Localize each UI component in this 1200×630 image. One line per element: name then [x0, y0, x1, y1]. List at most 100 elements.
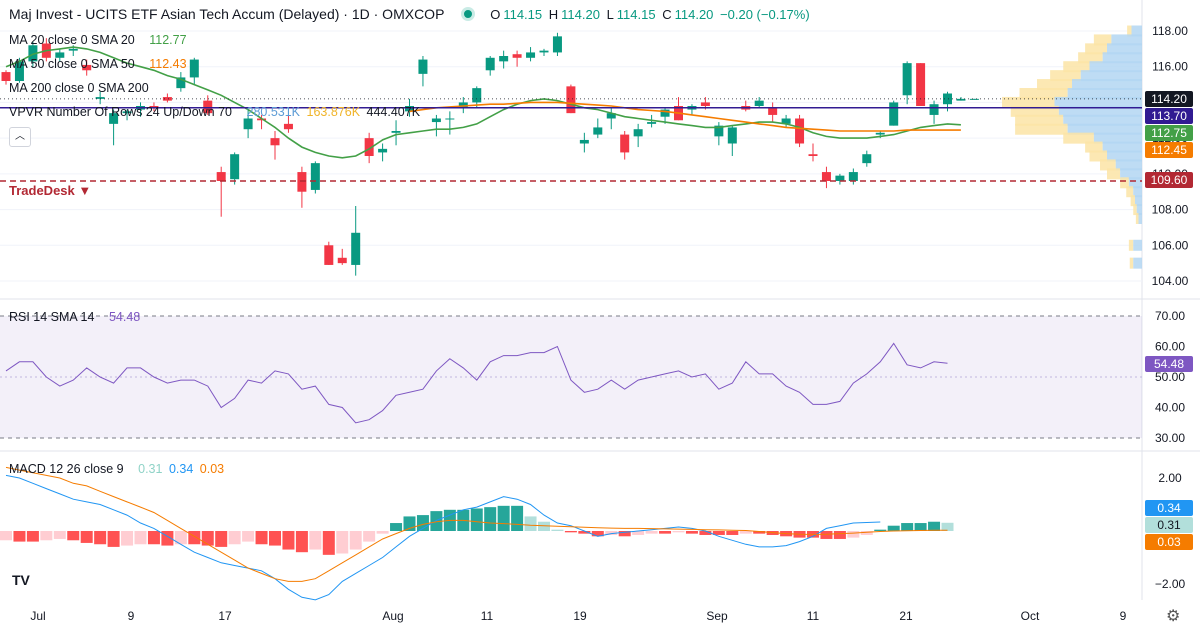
price-tick-label: 118.00	[1152, 24, 1188, 38]
vpvr-up-bar	[1054, 96, 1142, 108]
macd-histogram-bar	[67, 531, 80, 541]
vpvr-up-bar	[1067, 88, 1142, 99]
candle-body	[337, 257, 347, 264]
macd-histogram-bar	[13, 531, 26, 542]
ma200-legend[interactable]: MA 200 close 0 SMA 200	[9, 81, 152, 95]
candle-body	[795, 118, 805, 144]
candle-body	[109, 113, 119, 124]
macd-histogram-bar	[699, 531, 712, 535]
vpvr-down-bar	[1128, 239, 1134, 251]
time-axis-label: 11	[481, 609, 494, 623]
vpvr-legend[interactable]: VPVR Number Of Rows 24 Up/Down 70 280.53…	[9, 105, 423, 119]
macd-histogram-bar	[632, 531, 645, 535]
candle-body	[700, 102, 710, 106]
macd-histogram-bar	[201, 531, 214, 546]
macd-histogram-bar	[322, 531, 335, 555]
vpvr-up-bar	[1111, 34, 1142, 46]
vpvr-down-bar	[1015, 114, 1064, 126]
candle-body	[310, 163, 320, 190]
time-axis-label: 17	[218, 609, 232, 623]
rsi-tick-label: 30.00	[1155, 431, 1185, 445]
vpvr-up-value: 280.531K	[246, 105, 301, 119]
candle-body	[660, 109, 670, 117]
rsi-tick-label: 60.00	[1155, 340, 1185, 354]
macd-histogram-bar	[228, 531, 241, 545]
time-axis-label: 9	[128, 609, 135, 623]
ma50-price-tag: 112.45	[1145, 142, 1193, 158]
candle-body	[943, 93, 952, 105]
macd-histogram-bar	[309, 531, 322, 550]
macd-histogram-bar	[282, 531, 295, 550]
candle-body	[539, 50, 549, 53]
vpvr-up-bar	[1089, 61, 1142, 73]
low-label: L	[606, 7, 614, 22]
vpvr-down-bar	[1019, 88, 1068, 99]
macd-histogram-bar	[511, 505, 524, 531]
macd-line	[5, 474, 881, 601]
vpvr-up-bar	[1067, 123, 1142, 135]
tradedesk-label[interactable]: TradeDesk ▼	[9, 183, 92, 198]
macd-histogram-bar	[295, 531, 308, 553]
vpvr-up-bar	[1107, 150, 1142, 162]
vpvr-down-bar	[1130, 195, 1135, 207]
price-tick-label: 116.00	[1152, 60, 1188, 74]
vpvr-up-bar	[1135, 195, 1142, 207]
price-tick-label: 108.00	[1152, 203, 1189, 217]
macd-histogram-bar	[753, 531, 766, 534]
macd-histogram-bar	[336, 531, 349, 554]
vpvr-up-bar	[1138, 213, 1142, 224]
candle-body	[472, 88, 482, 103]
vpvr-down-bar	[1050, 70, 1081, 82]
macd-hist-value: 0.31	[138, 462, 163, 476]
vpvr-up-bar	[1102, 141, 1142, 153]
macd-histogram-bar	[269, 531, 281, 546]
gear-icon[interactable]: ⚙	[1166, 608, 1181, 625]
level-price-tag: 113.70	[1145, 108, 1193, 124]
candle-body	[647, 122, 657, 124]
rsi-legend[interactable]: RSI 14 SMA 14 54.48	[9, 310, 143, 324]
time-axis-label: 9	[1120, 609, 1127, 623]
vpvr-up-bar	[1120, 168, 1142, 180]
vpvr-down-bar	[1085, 141, 1103, 153]
candle-body	[1, 72, 11, 81]
macd-legend[interactable]: MACD 12 26 close 9 0.31 0.34 0.03	[9, 462, 227, 476]
macd-histogram-bar	[363, 531, 376, 542]
ma20-legend[interactable]: MA 20 close 0 SMA 20 112.77	[9, 33, 190, 47]
macd-histogram-bar	[80, 531, 93, 543]
vpvr-down-value: 163.876K	[306, 105, 361, 119]
vpvr-up-bar	[1093, 132, 1142, 144]
vpvr-up-bar	[1133, 257, 1142, 269]
candle-body	[68, 48, 78, 51]
candle-body	[512, 54, 522, 58]
macd-histogram-bar	[376, 531, 389, 534]
price-tick-label: 106.00	[1152, 238, 1189, 252]
chevron-up-icon[interactable]: ︿	[9, 127, 31, 147]
candle-body	[378, 148, 388, 153]
vpvr-up-bar	[1136, 204, 1142, 216]
close-value: 114.20	[674, 7, 714, 22]
macd-histogram-bar	[887, 525, 900, 531]
candle-body	[727, 127, 737, 144]
macd-signal-line	[5, 466, 948, 582]
ma50-legend[interactable]: MA 50 close 0 SMA 50 112.43	[9, 57, 190, 71]
close-label: C	[662, 7, 672, 22]
macd-histogram-bar	[107, 531, 120, 547]
vpvr-up-bar	[1128, 177, 1142, 189]
macd-tick-label: −2.00	[1155, 577, 1186, 591]
vpvr-down-bar	[1063, 132, 1094, 144]
candle-body	[768, 107, 778, 115]
vpvr-down-bar	[1002, 96, 1055, 108]
candle-body	[243, 118, 253, 130]
candle-body	[620, 134, 630, 153]
candle-body	[458, 102, 468, 108]
time-axis-label: Aug	[382, 609, 403, 623]
macd-histogram-bar	[820, 531, 833, 539]
vpvr-up-bar	[1080, 70, 1142, 82]
tradingview-logo-icon[interactable]: TV	[12, 572, 30, 588]
candle-body	[162, 97, 172, 101]
candle-body	[28, 45, 38, 62]
time-axis-label: 19	[573, 609, 587, 623]
rsi-label: RSI 14 SMA 14	[9, 310, 95, 324]
candle-body	[754, 100, 764, 106]
